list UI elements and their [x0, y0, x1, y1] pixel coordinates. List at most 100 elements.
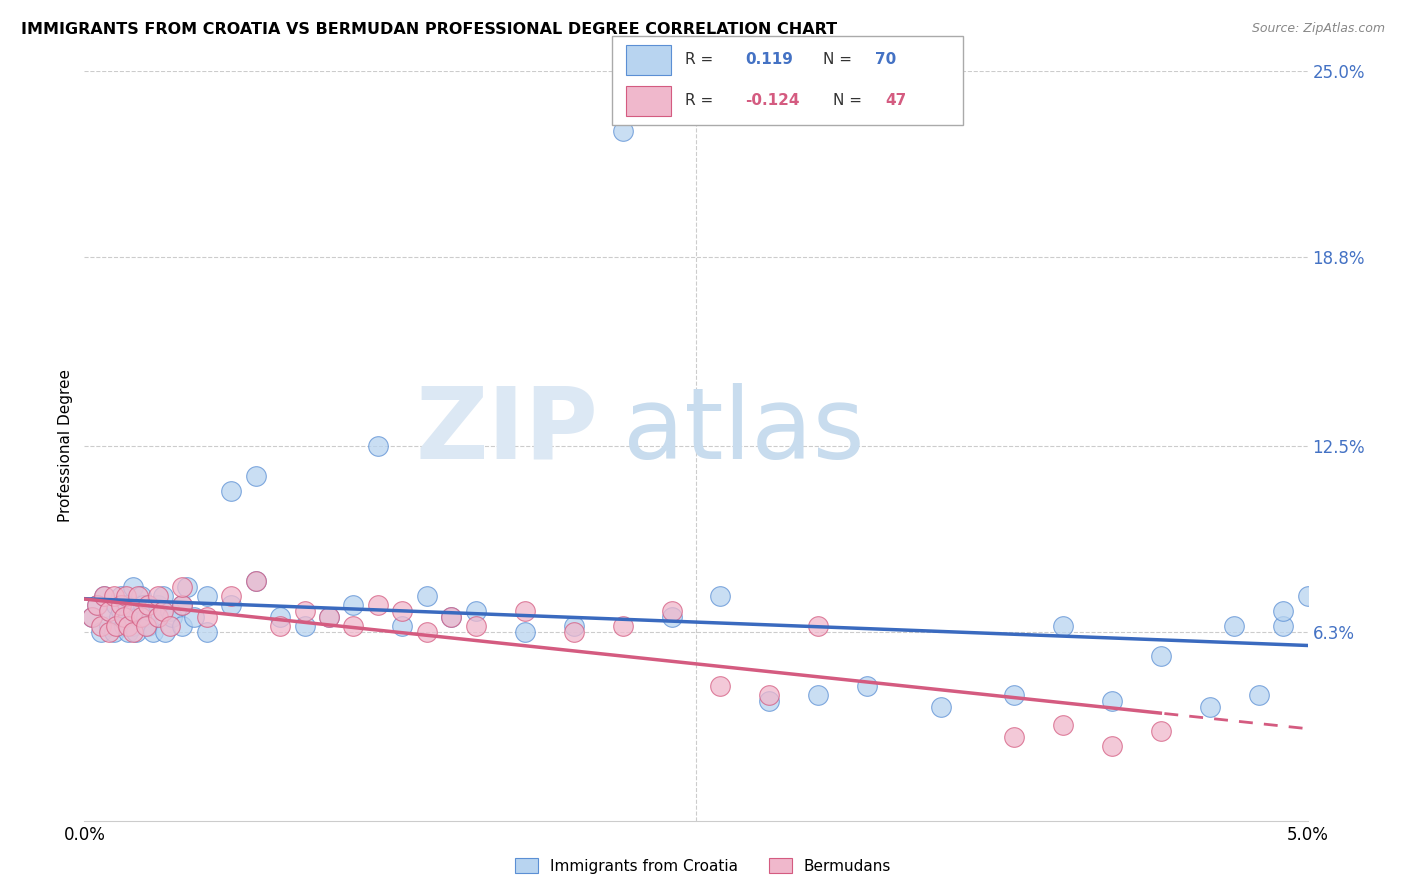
Point	[709, 589, 731, 603]
Point	[112, 610, 135, 624]
Point	[153, 624, 176, 639]
Point	[136, 598, 159, 612]
Point	[122, 604, 145, 618]
Point	[172, 598, 194, 612]
Point	[856, 679, 879, 693]
Point	[1272, 604, 1295, 618]
Point	[1101, 739, 1123, 753]
Point	[112, 619, 135, 633]
Point	[103, 589, 125, 603]
Point	[110, 604, 132, 618]
Text: Source: ZipAtlas.com: Source: ZipAtlas.com	[1251, 22, 1385, 36]
Point	[1101, 694, 1123, 708]
Point	[1002, 688, 1025, 702]
Point	[135, 619, 157, 633]
Point	[758, 688, 780, 702]
Point	[110, 589, 132, 603]
Point	[115, 598, 138, 612]
Point	[758, 694, 780, 708]
Point	[391, 604, 413, 618]
Point	[97, 619, 120, 633]
Point	[80, 610, 103, 624]
Point	[1150, 723, 1173, 738]
FancyBboxPatch shape	[626, 86, 672, 116]
Point	[146, 598, 169, 612]
Point	[245, 574, 267, 588]
Point	[391, 619, 413, 633]
Point	[513, 624, 536, 639]
Point	[86, 598, 108, 612]
Point	[146, 589, 169, 603]
Point	[1198, 699, 1220, 714]
Point	[929, 699, 952, 714]
Point	[105, 619, 128, 633]
Point	[661, 604, 683, 618]
Point	[159, 619, 181, 633]
Point	[132, 598, 155, 612]
FancyBboxPatch shape	[626, 45, 672, 75]
Point	[1052, 619, 1074, 633]
Point	[129, 589, 152, 603]
Point	[103, 624, 125, 639]
Point	[115, 589, 138, 603]
Point	[139, 604, 162, 618]
Point	[86, 598, 108, 612]
Point	[367, 598, 389, 612]
FancyBboxPatch shape	[612, 36, 963, 125]
Point	[219, 598, 242, 612]
Point	[142, 624, 165, 639]
Point	[122, 580, 145, 594]
Point	[612, 124, 634, 138]
Point	[1296, 589, 1319, 603]
Point	[127, 610, 149, 624]
Point	[127, 589, 149, 603]
Text: IMMIGRANTS FROM CROATIA VS BERMUDAN PROFESSIONAL DEGREE CORRELATION CHART: IMMIGRANTS FROM CROATIA VS BERMUDAN PROF…	[21, 22, 837, 37]
Text: 47: 47	[886, 94, 907, 108]
Point	[90, 619, 112, 633]
Point	[318, 610, 340, 624]
Text: 70: 70	[876, 53, 897, 67]
Point	[183, 610, 205, 624]
Text: R =: R =	[686, 53, 714, 67]
Point	[129, 610, 152, 624]
Point	[1272, 619, 1295, 633]
Point	[294, 604, 316, 618]
Point	[807, 619, 830, 633]
Point	[342, 598, 364, 612]
Point	[97, 604, 120, 618]
Point	[80, 610, 103, 624]
Point	[342, 619, 364, 633]
Point	[125, 624, 148, 639]
Point	[612, 619, 634, 633]
Point	[195, 589, 218, 603]
Point	[176, 580, 198, 594]
Point	[117, 624, 139, 639]
Point	[152, 604, 174, 618]
Point	[1247, 688, 1270, 702]
Text: ZIP: ZIP	[415, 383, 598, 480]
Point	[416, 589, 439, 603]
Point	[367, 439, 389, 453]
Point	[318, 610, 340, 624]
Text: atlas: atlas	[623, 383, 865, 480]
Point	[107, 610, 129, 624]
Point	[661, 610, 683, 624]
Text: R =: R =	[686, 94, 714, 108]
Point	[172, 619, 194, 633]
Text: N =: N =	[823, 53, 852, 67]
Point	[195, 624, 218, 639]
Point	[269, 619, 291, 633]
Point	[1150, 648, 1173, 663]
Point	[162, 610, 184, 624]
Text: -0.124: -0.124	[745, 94, 800, 108]
Y-axis label: Professional Degree: Professional Degree	[58, 369, 73, 523]
Point	[122, 619, 145, 633]
Legend: Immigrants from Croatia, Bermudans: Immigrants from Croatia, Bermudans	[509, 852, 897, 880]
Point	[440, 610, 463, 624]
Point	[152, 589, 174, 603]
Point	[562, 624, 585, 639]
Point	[440, 610, 463, 624]
Point	[97, 604, 120, 618]
Point	[159, 604, 181, 618]
Point	[416, 624, 439, 639]
